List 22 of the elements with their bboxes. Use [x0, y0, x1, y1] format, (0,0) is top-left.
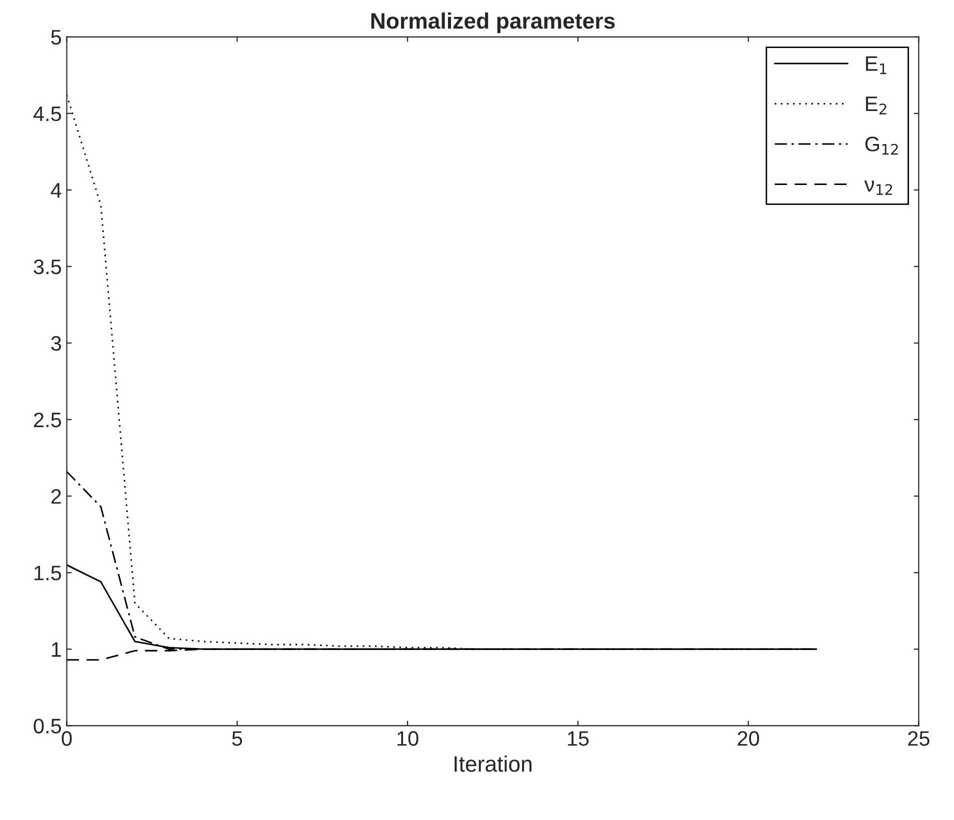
y-tick-label: 2 [51, 489, 61, 504]
legend-label: E$_{1}$ [866, 56, 886, 74]
y-tick-label: 2.5 [34, 412, 62, 428]
y-tick-label: 1.5 [34, 566, 62, 580]
x-tick-label: 20 [738, 731, 760, 746]
y-tick-label: 3.5 [34, 260, 62, 274]
x-tick-label: 25 [908, 731, 930, 746]
x-tick-label: 10 [398, 731, 418, 746]
x-tick-label: 0 [62, 731, 72, 746]
y-tick-label: 1 [52, 642, 61, 657]
x-tick-label: 15 [568, 731, 589, 746]
legend-label: ν$_{12}$ [864, 180, 892, 195]
y-tick-label: 5 [51, 30, 62, 45]
y-tick-label: 4.5 [33, 106, 62, 122]
y-tick-label: 3 [51, 336, 62, 351]
y-tick-label: 0.5 [34, 718, 62, 734]
chart-title: Normalized parameters [371, 12, 615, 34]
x-tick-label: 5 [232, 731, 242, 746]
x-axis-title: Iteration [454, 756, 532, 772]
y-tick-label: 4 [50, 183, 62, 198]
legend-label: E$_{2}$ [866, 96, 886, 114]
legend-label: G$_{12}$ [865, 136, 898, 155]
